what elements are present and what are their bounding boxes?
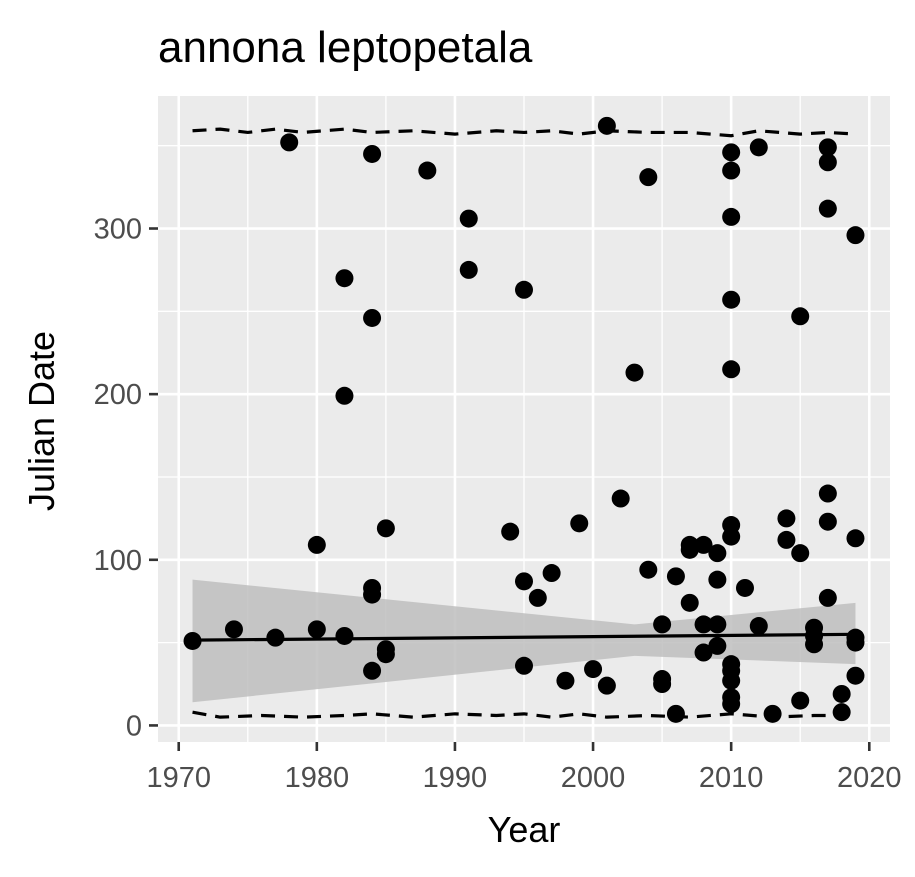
data-point: [694, 535, 713, 554]
data-point: [735, 578, 754, 597]
data-points: [183, 116, 865, 723]
data-point: [791, 307, 810, 326]
data-point: [611, 489, 630, 508]
data-point: [376, 645, 395, 664]
data-point: [307, 620, 326, 639]
y-axis-ticks: 0 100 200 300: [94, 214, 158, 742]
data-point: [639, 168, 658, 187]
data-point: [791, 544, 810, 563]
data-point: [183, 631, 202, 650]
x-axis-ticks: 1970 1980 1990 2000 2010 2020: [146, 742, 902, 794]
data-point: [597, 676, 616, 695]
data-point: [846, 226, 865, 245]
data-point: [653, 615, 672, 634]
data-point: [791, 691, 810, 710]
data-point: [818, 153, 837, 172]
data-point: [363, 661, 382, 680]
data-point: [805, 635, 824, 654]
y-axis-title: Julian Date: [21, 331, 62, 511]
data-point: [224, 620, 243, 639]
data-point: [307, 535, 326, 554]
data-point: [846, 529, 865, 548]
data-point: [459, 260, 478, 279]
data-point: [708, 636, 727, 655]
data-point: [777, 530, 796, 549]
data-point: [335, 386, 354, 405]
x-tick-label: 1970: [146, 762, 211, 794]
data-point: [722, 527, 741, 546]
data-point: [818, 138, 837, 157]
data-point: [722, 360, 741, 379]
data-point: [515, 280, 533, 299]
data-point: [722, 694, 741, 713]
data-point: [708, 544, 727, 563]
data-point: [749, 617, 768, 636]
data-point: [418, 161, 437, 180]
x-tick-label: 2000: [561, 762, 626, 794]
data-point: [625, 363, 644, 382]
data-point: [722, 143, 741, 162]
data-point: [639, 560, 658, 579]
x-tick-label: 1980: [285, 762, 350, 794]
data-point: [777, 509, 796, 528]
chart-title: annona leptopetala: [158, 23, 533, 72]
data-point: [542, 564, 561, 583]
y-tick-label: 0: [126, 710, 142, 742]
data-point: [666, 704, 685, 723]
confidence-ribbon: [192, 579, 856, 703]
data-point: [666, 567, 685, 586]
data-point: [832, 684, 851, 703]
data-point: [708, 570, 727, 589]
data-point: [680, 540, 699, 559]
data-point: [280, 133, 299, 152]
upper-quantile-line: [192, 127, 856, 138]
data-point: [708, 615, 727, 634]
y-tick-label: 200: [94, 379, 142, 411]
data-point: [528, 588, 547, 607]
data-point: [363, 144, 382, 163]
data-point: [818, 588, 837, 607]
data-point: [584, 660, 603, 679]
data-point: [694, 615, 713, 634]
x-tick-label: 1990: [423, 762, 488, 794]
y-tick-label: 100: [94, 545, 142, 577]
data-point: [376, 519, 395, 538]
x-tick-label: 2010: [699, 762, 764, 794]
data-point: [722, 290, 741, 309]
data-point: [832, 703, 851, 722]
data-point: [846, 666, 865, 685]
data-point: [266, 628, 285, 647]
data-point: [515, 572, 533, 591]
data-point: [749, 138, 768, 157]
data-point: [335, 626, 354, 645]
data-point: [570, 514, 589, 533]
data-point: [556, 671, 575, 690]
data-point: [818, 484, 837, 503]
data-point: [722, 207, 741, 226]
data-point: [363, 308, 382, 327]
data-point: [597, 116, 616, 135]
data-point: [722, 671, 741, 690]
data-point: [501, 522, 520, 541]
data-point: [694, 643, 713, 662]
data-point: [515, 656, 533, 675]
x-axis-title: Year: [488, 809, 561, 850]
data-point: [680, 593, 699, 612]
y-tick-label: 300: [94, 214, 142, 246]
data-point: [459, 209, 478, 228]
data-point: [335, 269, 354, 288]
data-point: [846, 633, 865, 652]
data-point: [818, 199, 837, 218]
data-point: [653, 675, 672, 694]
data-point: [818, 512, 837, 531]
lower-quantile-line: [192, 710, 856, 719]
x-tick-label: 2020: [837, 762, 902, 794]
data-point: [722, 161, 741, 180]
data-point: [763, 704, 782, 723]
data-point: [363, 585, 382, 604]
regression-line: [192, 632, 856, 642]
